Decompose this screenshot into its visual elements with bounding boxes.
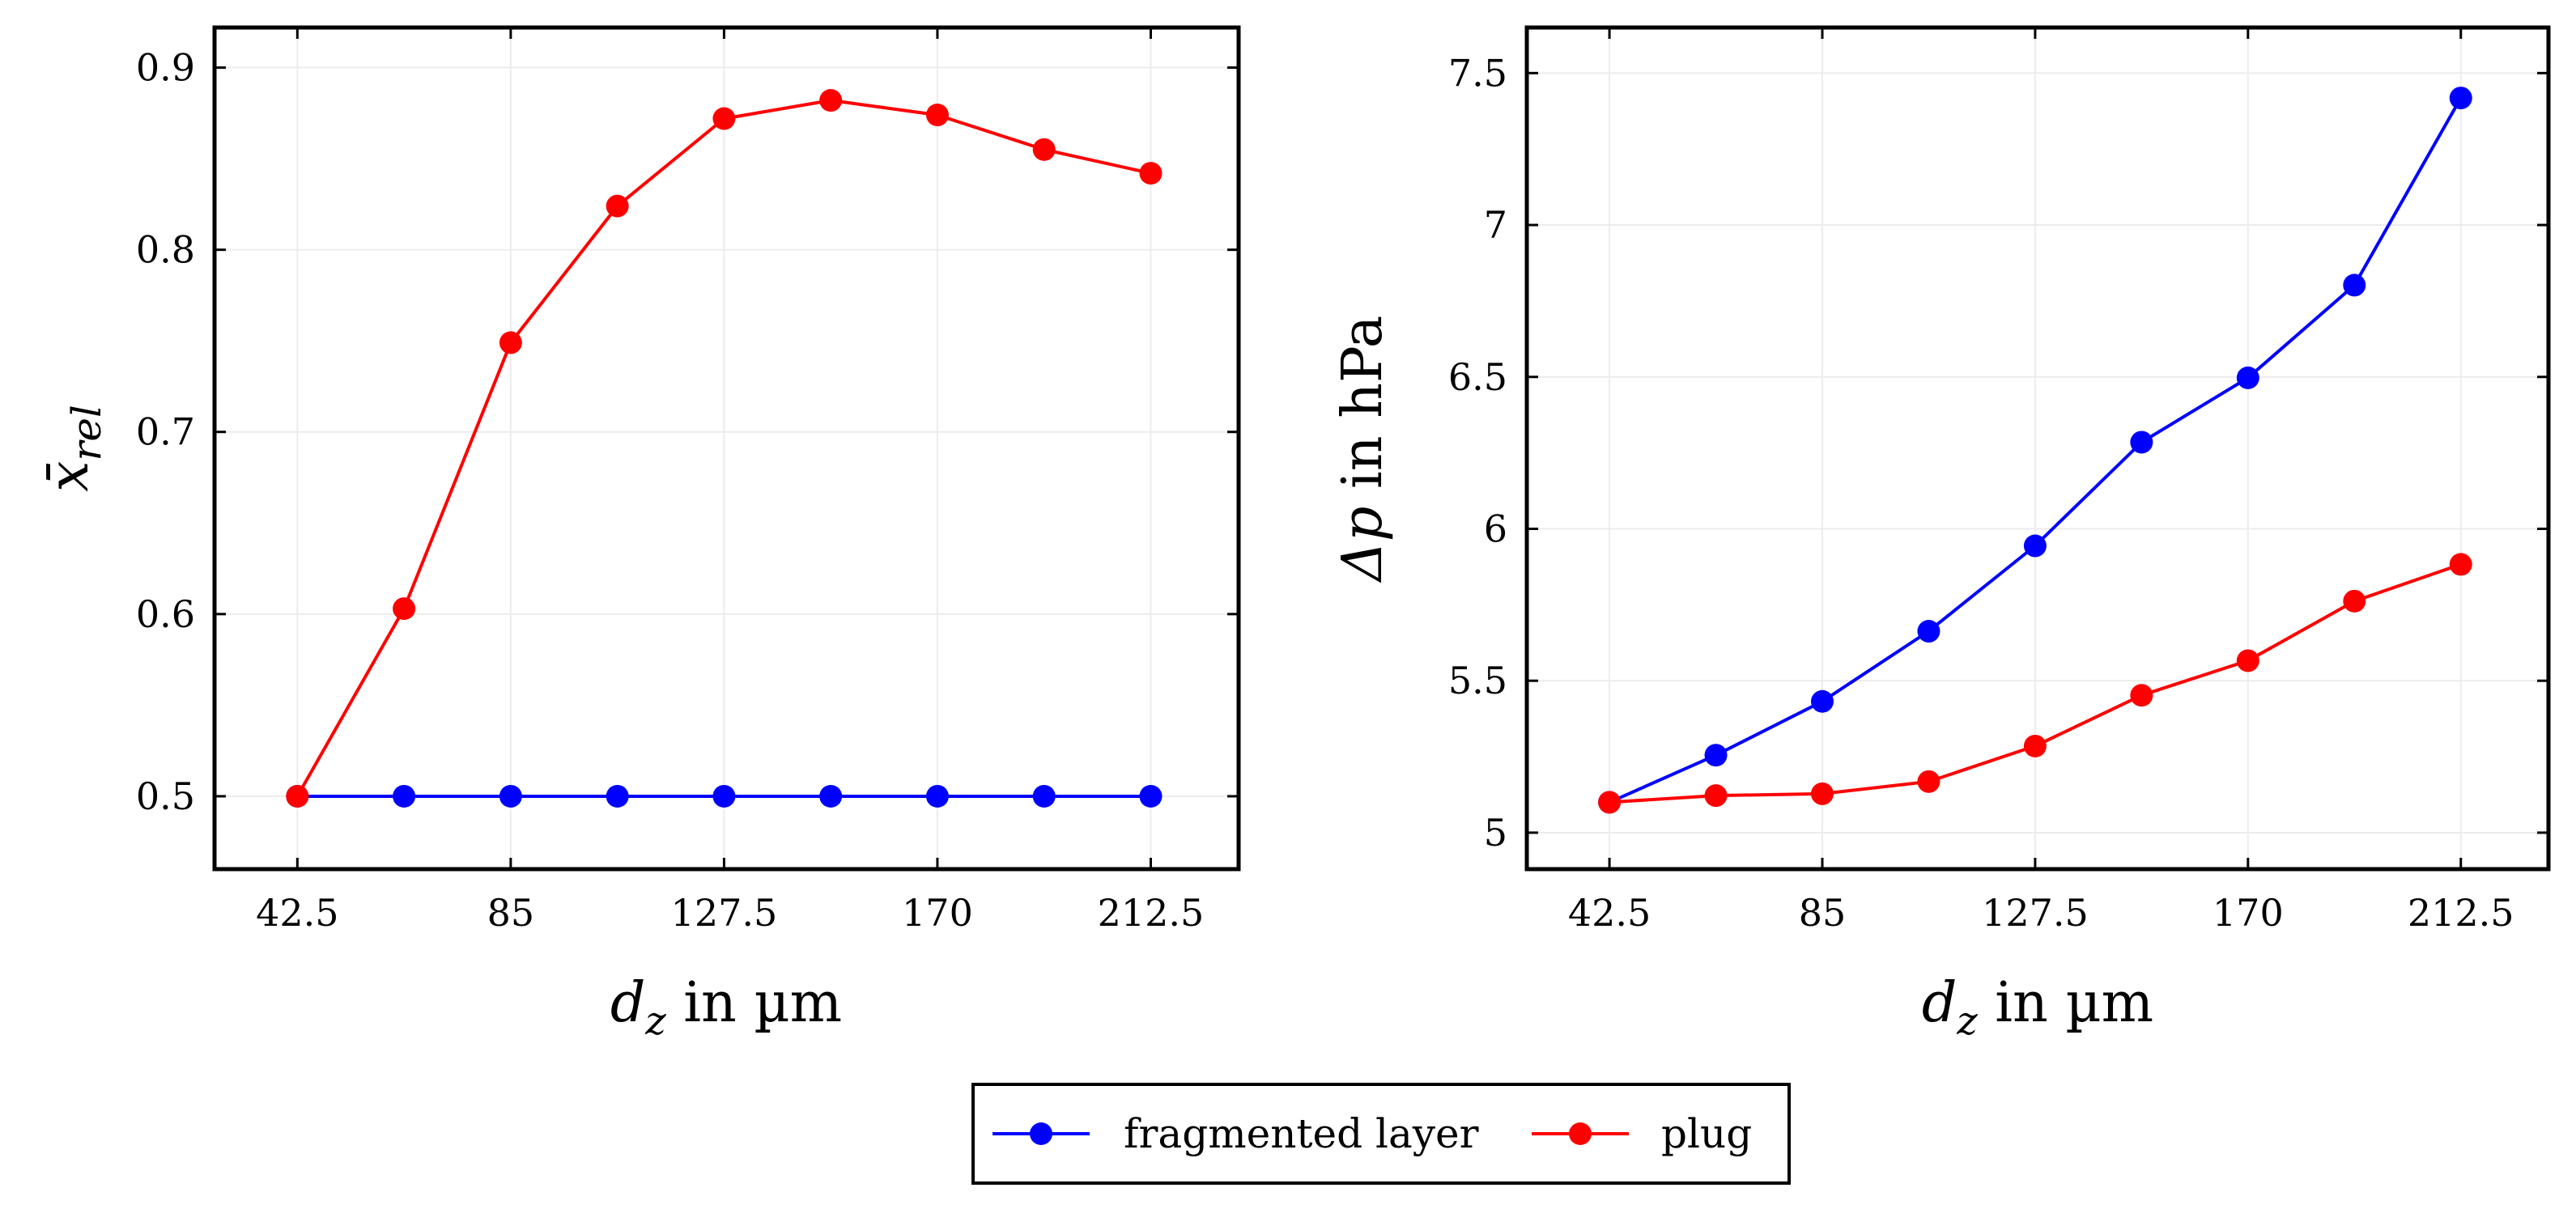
left-x-tick-label: 170	[902, 891, 973, 935]
left-y-tick-label: 0.5	[136, 774, 195, 818]
right-point-plug	[1917, 770, 1941, 793]
legend: fragmented layer plug	[971, 1083, 1791, 1185]
left-x-tick-label: 212.5	[1098, 891, 1205, 935]
left-x-tick-label: 127.5	[671, 891, 778, 935]
right-y-tick-label: 5.5	[1448, 659, 1507, 702]
legend-label-plug: plug	[1661, 1110, 1752, 1157]
right-x-tick-label: 212.5	[2408, 891, 2514, 935]
left-point-fragmented-layer	[712, 784, 736, 808]
right-x-tick-label: 85	[1799, 891, 1847, 935]
left-x-tick-label: 42.5	[256, 891, 338, 935]
right-point-plug	[2236, 649, 2259, 672]
right-x-tick-label: 127.5	[1982, 891, 2089, 935]
right-y-tick-label: 6	[1484, 507, 1507, 550]
legend-marker-plug	[1569, 1122, 1592, 1145]
left-y-tick-label: 0.8	[136, 228, 195, 272]
legend-label-fragmented-layer: fragmented layer	[1124, 1110, 1479, 1157]
legend-marker-fragmented-layer	[1030, 1122, 1052, 1145]
right-point-fragmented-layer	[2449, 87, 2472, 110]
left-x-tick-label: 85	[487, 891, 535, 935]
right-x-tick-label: 170	[2213, 891, 2284, 935]
left-y-axis-label: x̄rel	[37, 405, 110, 492]
right-series	[1598, 87, 2472, 814]
right-point-plug	[2343, 589, 2366, 613]
left-point-plug	[1032, 138, 1056, 161]
left-point-plug	[925, 104, 949, 127]
left-point-fragmented-layer	[606, 784, 629, 808]
left-point-plug	[606, 194, 629, 218]
left-y-tick-label: 0.6	[136, 592, 195, 636]
right-x-tick-label: 42.5	[1568, 891, 1651, 935]
left-point-fragmented-layer	[499, 784, 522, 808]
right-point-fragmented-layer	[2023, 534, 2047, 558]
right-y-tick-label: 5	[1484, 811, 1507, 855]
right-panel: 42.5 85 127.5 170 212.5 5 5.5 6 6.5 7 7.5 dz in µm…	[1331, 25, 2551, 1044]
left-point-plug	[1139, 162, 1163, 185]
left-point-plug	[712, 107, 736, 130]
left-point-fragmented-layer	[819, 784, 843, 808]
left-point-fragmented-layer	[1032, 784, 1056, 808]
left-point-plug	[819, 89, 843, 112]
left-point-plug	[286, 784, 309, 808]
right-point-fragmented-layer	[2343, 274, 2366, 297]
right-y-tick-label: 7.5	[1448, 51, 1507, 95]
right-point-fragmented-layer	[1810, 689, 1834, 713]
left-plot-frame	[212, 25, 1241, 872]
right-point-plug	[1598, 791, 1622, 814]
right-point-fragmented-layer	[1704, 744, 1728, 767]
right-point-plug	[1810, 782, 1834, 805]
left-point-plug	[499, 331, 522, 354]
left-x-axis-label: dz in µm	[610, 971, 842, 1044]
right-point-plug	[1704, 784, 1728, 808]
left-point-fragmented-layer	[393, 784, 416, 808]
left-point-fragmented-layer	[1139, 784, 1163, 808]
left-ticks: 42.5 85 127.5 170 212.5 0.5 0.6 0.7 0.8 0.9	[136, 28, 1239, 935]
legend-box	[971, 1083, 1791, 1185]
right-y-axis-label: Δp in hPa	[1331, 316, 1395, 583]
right-point-plug	[2449, 553, 2472, 576]
right-plot-frame	[1524, 25, 2551, 872]
left-y-tick-label: 0.9	[136, 46, 195, 90]
left-series	[286, 89, 1163, 808]
left-point-fragmented-layer	[925, 784, 949, 808]
left-point-plug	[393, 597, 416, 621]
right-point-fragmented-layer	[2236, 366, 2259, 389]
right-y-tick-label: 6.5	[1448, 355, 1507, 399]
right-y-tick-label: 7	[1484, 203, 1507, 247]
right-point-fragmented-layer	[2130, 431, 2153, 454]
right-point-fragmented-layer	[1917, 620, 1941, 643]
right-x-axis-label: dz in µm	[1922, 971, 2153, 1044]
right-point-plug	[2130, 684, 2153, 707]
right-grid	[1527, 28, 2548, 869]
left-panel: 42.5 85 127.5 170 212.5 0.5 0.6 0.7 0.8 0.9 dz in…	[37, 25, 1241, 1044]
left-grid	[215, 28, 1239, 869]
left-y-tick-label: 0.7	[136, 410, 195, 454]
right-point-plug	[2023, 734, 2047, 757]
